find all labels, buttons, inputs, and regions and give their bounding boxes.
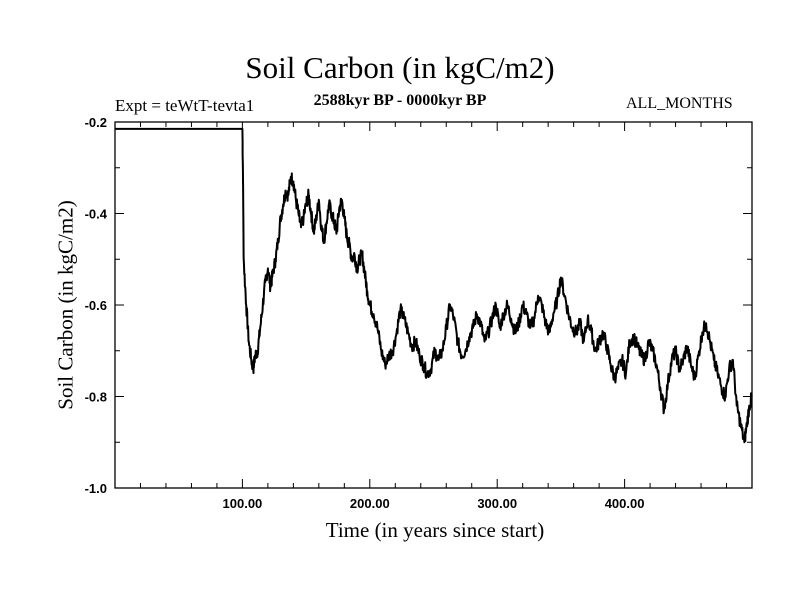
months-label: ALL_MONTHS [626,95,733,112]
series-group [115,127,753,444]
series-line [115,127,753,444]
y-tick-label: -0.6 [85,298,107,313]
axis-ticks: -0.2 -0.4 -0.6 -0.8 -1.0 100.00 200.00 300.00 40… [85,115,752,511]
chart-subtitle: 2588kyr BP - 0000kyr BP [313,92,487,109]
y-tick-label: -0.2 [85,115,107,130]
x-tick-label: 400.00 [605,496,645,511]
y-tick-label: -1.0 [85,481,107,496]
x-tick-label: 300.00 [477,496,517,511]
y-tick-label: -0.8 [85,390,107,405]
plot-frame [114,121,753,489]
y-tick-label: -0.4 [85,207,108,222]
x-axis-label: Time (in years since start) [325,518,545,542]
chart-title: Soil Carbon (in kgC/m2) [245,50,555,85]
x-tick-label: 100.00 [223,496,263,511]
experiment-label: Expt = teWtT-tevta1 [115,96,255,115]
x-tick-label: 200.00 [350,496,390,511]
